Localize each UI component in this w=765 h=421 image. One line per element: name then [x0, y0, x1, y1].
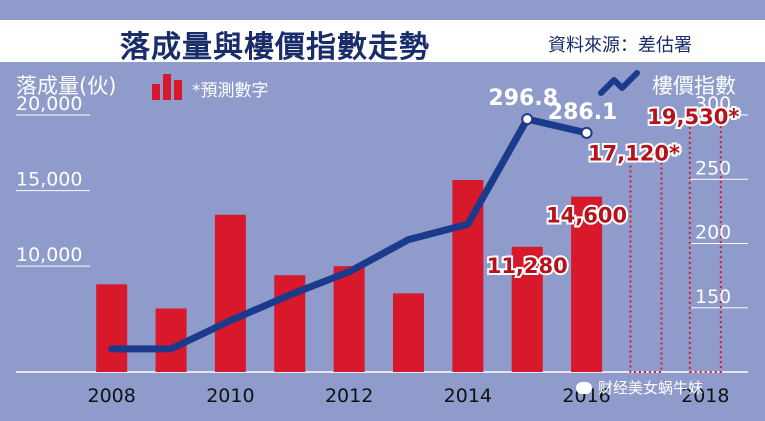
- bar-data-label-2015: 11,280: [487, 254, 568, 278]
- legend-right-axis-label: 樓價指數: [652, 74, 736, 98]
- watermark-text: 财经美女蜗牛妹: [598, 379, 704, 397]
- price-index-marker-2015: [521, 113, 534, 126]
- x-tick-label-2014: 2014: [444, 385, 492, 407]
- price-index-line: [108, 115, 591, 353]
- y-left-tick-label: 10,000: [16, 244, 82, 266]
- bar-2008: [96, 284, 128, 372]
- x-tick-label-2008: 2008: [88, 385, 136, 407]
- watermark: 财经美女蜗牛妹: [576, 377, 703, 398]
- y-right-tick-label: 300: [695, 93, 731, 115]
- legend-forecast-note: *預測數字: [192, 81, 269, 101]
- price-index-marker-2016: [580, 126, 593, 139]
- bar-2015: [511, 246, 543, 372]
- bar-2013: [393, 293, 424, 372]
- forecast-bar-2018: [688, 121, 722, 373]
- x-tick-label-2018: 2018: [681, 385, 729, 407]
- title-banner: [0, 20, 765, 62]
- bar-2016: [571, 196, 603, 372]
- line-data-label-2015: 296.8: [488, 86, 558, 111]
- bar-legend-icon: [152, 74, 184, 100]
- chart-title: 落成量與樓價指數走勢: [120, 30, 430, 65]
- x-tick-label-2010: 2010: [206, 385, 254, 407]
- y-left-tick-label: 15,000: [16, 169, 82, 191]
- y-right-tick-label: 250: [695, 157, 731, 179]
- source-note: 資料來源：差估署: [548, 35, 692, 56]
- line-legend-icon: [598, 70, 640, 96]
- bar-2010: [214, 214, 246, 372]
- x-tick-label-2012: 2012: [325, 385, 373, 407]
- wechat-icon: [576, 382, 592, 394]
- forecast-bar-2017: [629, 157, 663, 373]
- bar-data-label-2016: 14,600: [546, 204, 627, 228]
- bar-data-label-2018: 19,530*: [647, 105, 739, 129]
- bar-2012: [333, 266, 365, 372]
- legend-left-axis-label: 落成量(伙): [16, 74, 117, 98]
- y-right-tick-label: 200: [695, 222, 731, 244]
- y-left-tick-label: 20,000: [16, 93, 82, 115]
- y-right-tick-label: 150: [695, 286, 731, 308]
- line-data-label-2016: 286.1: [548, 100, 618, 125]
- x-tick-label-2016: 2016: [562, 385, 610, 407]
- bar-data-label-2017: 17,120*: [588, 142, 680, 166]
